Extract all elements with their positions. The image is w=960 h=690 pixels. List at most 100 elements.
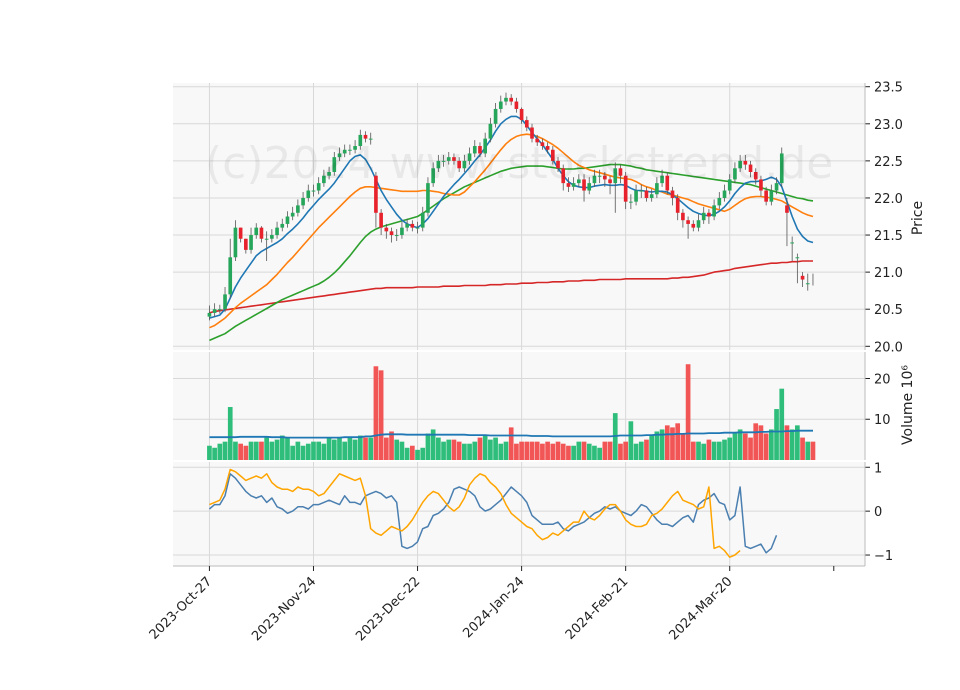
candle-body	[795, 257, 800, 259]
candle-body	[753, 172, 758, 180]
candle-body	[535, 138, 540, 143]
volume-bar	[383, 437, 389, 460]
volume-bar	[233, 441, 238, 460]
candle-body	[707, 212, 711, 217]
candle-body	[379, 212, 383, 228]
candle-body	[405, 223, 409, 228]
candle-body	[280, 223, 285, 228]
candle-body	[649, 194, 654, 198]
volume-bar	[586, 443, 592, 460]
volume-bar	[519, 441, 524, 460]
candle-body	[660, 175, 664, 184]
candle-body	[785, 205, 789, 213]
price-tick-label: 23.0	[874, 118, 903, 133]
volume-bar	[514, 443, 519, 460]
volume-bar	[592, 445, 597, 460]
candle-body	[311, 190, 316, 192]
candle-body	[509, 97, 514, 102]
volume-bar	[467, 443, 472, 460]
volume-bar	[222, 441, 228, 460]
candle-body	[743, 160, 748, 165]
candle-body	[348, 149, 352, 151]
oscillator-line-blue	[208, 473, 778, 554]
candle-body	[244, 238, 248, 250]
x-tick-label: 2023-Dec-22	[353, 574, 423, 644]
volume-bar	[394, 439, 400, 460]
volume-bar	[415, 449, 420, 460]
volume-bar	[446, 439, 452, 460]
candle-body	[556, 160, 560, 169]
volume-bar	[253, 441, 259, 460]
price-tick-label: 20.0	[874, 340, 903, 355]
volume-bar	[399, 441, 405, 460]
volume-bar	[576, 441, 582, 460]
candle-body	[420, 212, 425, 228]
x-tick-label: 2024-Mar-20	[666, 574, 735, 643]
volume-tick-label: 10	[874, 413, 891, 428]
volume-bar	[451, 439, 457, 460]
candle-body	[368, 138, 373, 140]
candle-body	[446, 157, 451, 161]
volume-bar	[618, 443, 623, 460]
candle-body	[634, 190, 638, 202]
volume-bar	[274, 439, 280, 460]
volume-bar	[404, 447, 410, 460]
candle-body	[337, 153, 342, 158]
x-tick-label: 2023-Oct-27	[147, 574, 215, 642]
volume-bar	[722, 439, 727, 460]
candle-body	[238, 227, 243, 239]
candle-body	[592, 175, 597, 184]
candle-body	[514, 101, 519, 109]
volume-bar	[742, 433, 748, 460]
candle-body	[675, 197, 680, 213]
candle-body	[436, 160, 441, 169]
candle-body	[530, 127, 534, 139]
volume-bar	[784, 425, 790, 460]
candle-body	[322, 175, 326, 184]
volume-bar	[633, 443, 639, 460]
volume-bar	[524, 441, 530, 460]
volume-bar	[269, 441, 275, 460]
candle-body	[374, 175, 378, 213]
candle-body	[608, 179, 612, 184]
candle-body	[696, 220, 701, 228]
candle-body	[327, 172, 331, 176]
candle-body	[603, 175, 607, 180]
volume-bar	[795, 425, 800, 460]
volume-bar	[508, 427, 514, 460]
volume-bar	[800, 437, 805, 460]
volume-bar	[534, 441, 540, 460]
candle-body	[389, 231, 394, 236]
volume-bar	[207, 445, 212, 460]
candle-body	[738, 160, 742, 169]
volume-bar	[654, 431, 660, 460]
price-tick-label: 20.5	[874, 303, 903, 318]
candle-body	[665, 175, 670, 191]
candle-body	[415, 227, 420, 229]
candle-body	[629, 201, 633, 203]
volume-bar	[607, 441, 613, 460]
oscillator-line-orange	[209, 468, 741, 558]
volume-bar	[748, 437, 753, 460]
oscillator-tick-label: 1	[874, 461, 882, 476]
volume-bar	[259, 441, 264, 460]
candle-body	[545, 146, 550, 150]
candle-body	[644, 190, 649, 198]
volume-bar	[649, 435, 655, 460]
candle-body	[504, 97, 508, 102]
candle-body	[400, 227, 404, 236]
candle-body	[561, 168, 566, 184]
candle-body	[493, 108, 498, 124]
candle-body	[301, 197, 305, 206]
oscillator-tick-label: 0	[874, 505, 882, 520]
volume-bar	[248, 441, 254, 460]
volume-bar	[227, 407, 233, 460]
candle-body	[597, 175, 602, 177]
panel-background	[173, 462, 865, 566]
volume-bar	[482, 435, 488, 460]
candle-body	[228, 257, 233, 295]
candle-body	[790, 242, 794, 244]
candle-body	[748, 164, 753, 172]
candle-body	[779, 153, 784, 184]
